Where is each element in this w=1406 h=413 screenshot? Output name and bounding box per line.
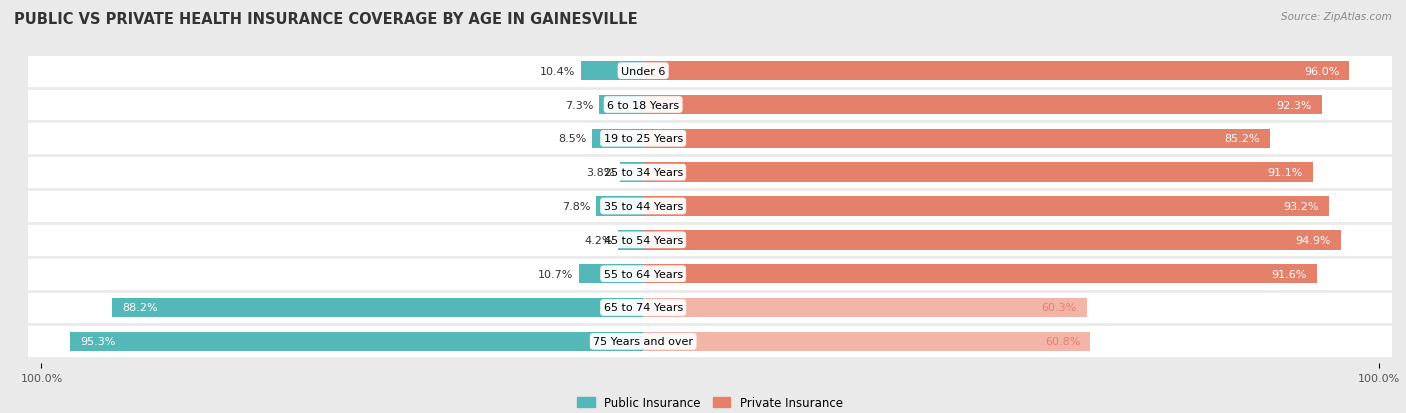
Bar bbox=[643, 129, 1270, 149]
Bar bbox=[28, 325, 1392, 358]
Bar bbox=[28, 88, 1392, 122]
Text: 19 to 25 Years: 19 to 25 Years bbox=[603, 134, 683, 144]
Text: 45 to 54 Years: 45 to 54 Years bbox=[603, 235, 683, 245]
Text: 92.3%: 92.3% bbox=[1277, 100, 1312, 110]
Text: 75 Years and over: 75 Years and over bbox=[593, 337, 693, 347]
Text: Source: ZipAtlas.com: Source: ZipAtlas.com bbox=[1281, 12, 1392, 22]
Text: 4.2%: 4.2% bbox=[583, 235, 613, 245]
Legend: Public Insurance, Private Insurance: Public Insurance, Private Insurance bbox=[572, 392, 848, 413]
Bar bbox=[592, 129, 643, 149]
Text: 7.8%: 7.8% bbox=[562, 202, 591, 211]
Bar bbox=[28, 223, 1392, 257]
Bar bbox=[28, 190, 1392, 223]
Bar bbox=[581, 62, 643, 81]
Text: PUBLIC VS PRIVATE HEALTH INSURANCE COVERAGE BY AGE IN GAINESVILLE: PUBLIC VS PRIVATE HEALTH INSURANCE COVER… bbox=[14, 12, 638, 27]
Bar bbox=[643, 230, 1341, 250]
Text: 55 to 64 Years: 55 to 64 Years bbox=[603, 269, 683, 279]
Bar bbox=[643, 264, 1317, 284]
Text: 35 to 44 Years: 35 to 44 Years bbox=[603, 202, 683, 211]
Bar bbox=[643, 298, 1087, 318]
Bar bbox=[28, 291, 1392, 325]
Bar bbox=[643, 163, 1313, 183]
Text: 91.6%: 91.6% bbox=[1271, 269, 1306, 279]
Bar bbox=[643, 197, 1329, 216]
Text: 95.3%: 95.3% bbox=[80, 337, 115, 347]
Text: 6 to 18 Years: 6 to 18 Years bbox=[607, 100, 679, 110]
Bar bbox=[70, 332, 643, 351]
Bar bbox=[643, 95, 1322, 115]
Text: 10.4%: 10.4% bbox=[540, 66, 575, 76]
Text: 85.2%: 85.2% bbox=[1225, 134, 1260, 144]
Bar bbox=[643, 332, 1090, 351]
Bar bbox=[112, 298, 643, 318]
Text: Under 6: Under 6 bbox=[621, 66, 665, 76]
Bar bbox=[28, 55, 1392, 88]
Bar bbox=[643, 62, 1350, 81]
Text: 65 to 74 Years: 65 to 74 Years bbox=[603, 303, 683, 313]
Text: 91.1%: 91.1% bbox=[1268, 168, 1303, 178]
Text: 60.8%: 60.8% bbox=[1045, 337, 1080, 347]
Text: 60.3%: 60.3% bbox=[1042, 303, 1077, 313]
Bar bbox=[579, 264, 643, 284]
Text: 96.0%: 96.0% bbox=[1303, 66, 1339, 76]
Bar bbox=[617, 230, 643, 250]
Bar bbox=[596, 197, 643, 216]
Bar bbox=[28, 156, 1392, 190]
Text: 88.2%: 88.2% bbox=[122, 303, 157, 313]
Text: 3.8%: 3.8% bbox=[586, 168, 614, 178]
Bar bbox=[28, 122, 1392, 156]
Text: 94.9%: 94.9% bbox=[1295, 235, 1331, 245]
Text: 8.5%: 8.5% bbox=[558, 134, 586, 144]
Text: 25 to 34 Years: 25 to 34 Years bbox=[603, 168, 683, 178]
Text: 10.7%: 10.7% bbox=[538, 269, 574, 279]
Bar bbox=[599, 95, 643, 115]
Bar bbox=[620, 163, 643, 183]
Text: 93.2%: 93.2% bbox=[1284, 202, 1319, 211]
Bar bbox=[28, 257, 1392, 291]
Text: 7.3%: 7.3% bbox=[565, 100, 593, 110]
